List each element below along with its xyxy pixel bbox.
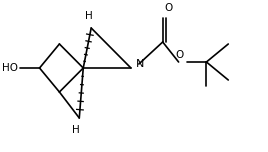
Text: H: H (72, 125, 80, 135)
Text: H: H (85, 11, 93, 21)
Text: O: O (176, 50, 184, 60)
Text: N: N (136, 59, 144, 69)
Text: HO: HO (2, 63, 18, 73)
Text: O: O (165, 3, 173, 13)
